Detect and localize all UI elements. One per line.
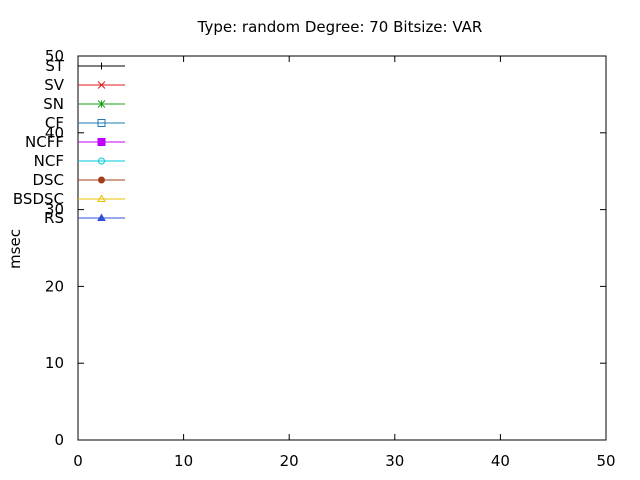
legend-item-dsc: DSC [32, 171, 125, 189]
legend-label: BSDSC [13, 190, 64, 208]
plot-frame [77, 55, 607, 441]
y-tick-label: 10 [45, 354, 64, 372]
legend-label: NCFF [25, 133, 64, 151]
legend-item-cf: CF [45, 114, 125, 132]
legend-marker [98, 62, 105, 70]
legend-item-sv: SV [44, 76, 125, 94]
legend-marker [97, 138, 106, 146]
x-tick-label: 40 [491, 452, 510, 470]
legend-marker [97, 119, 106, 127]
y-tick-label: 20 [45, 277, 64, 295]
legend-item-ncf: NCF [34, 152, 125, 170]
legend-marker [98, 176, 105, 184]
legend-label: CF [45, 114, 64, 132]
legend-item-sn: SN [43, 95, 125, 113]
legend-marker [97, 100, 106, 108]
x-tick-label: 10 [174, 452, 193, 470]
x-tick-label: 50 [596, 452, 615, 470]
legend-label: NCF [34, 152, 64, 170]
legend-item-bsdsc: BSDSC [13, 190, 125, 208]
legend-marker [97, 81, 106, 89]
x-axis: 0 10 20 30 40 50 [73, 56, 616, 470]
y-tick-label: 50 [45, 47, 64, 65]
chart-title: Type: random Degree: 70 Bitsize: VAR [197, 18, 483, 36]
x-tick-label: 20 [280, 452, 299, 470]
legend-label: SV [44, 76, 65, 94]
y-tick-label: 30 [45, 201, 64, 219]
y-axis: 0 10 20 30 40 50 [45, 47, 606, 449]
legend-marker [98, 157, 105, 165]
legend-item-st: ST [45, 57, 125, 75]
legend-label: RS [44, 209, 64, 227]
x-tick-label: 0 [73, 452, 83, 470]
legend-marker [97, 194, 106, 202]
x-tick-label: 30 [385, 452, 404, 470]
legend-label: SN [43, 95, 64, 113]
legend-marker [97, 213, 106, 221]
legend-label: DSC [32, 171, 64, 189]
y-axis-label: msec [6, 229, 24, 269]
y-tick-label: 0 [54, 431, 64, 449]
legend-item-ncff: NCFF [25, 133, 125, 151]
legend-label: ST [45, 57, 65, 75]
y-tick-label: 40 [45, 124, 64, 142]
legend-item-rs: RS [44, 209, 125, 227]
